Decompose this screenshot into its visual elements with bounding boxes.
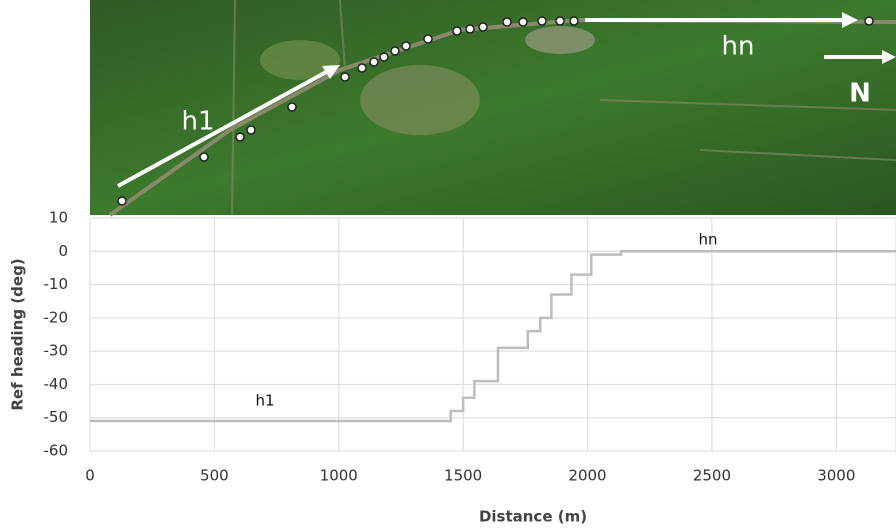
x-axis-label: Distance (m) xyxy=(479,508,587,526)
figure: h1 hn N -60 -50 -40 -30 -20 -10 0 10 0 500 1000 150… xyxy=(0,0,896,529)
x-tick-label: 0 xyxy=(85,467,95,485)
y-tick-label: -40 xyxy=(44,375,69,393)
y-tick-label: -60 xyxy=(44,442,69,460)
annotation: h1 xyxy=(255,392,274,410)
y-tick-label: -50 xyxy=(44,408,69,426)
y-tick-label: 0 xyxy=(58,242,68,260)
map-label: hn xyxy=(722,32,755,62)
map-label: h1 xyxy=(181,107,214,137)
x-tick-label: 2500 xyxy=(693,467,731,485)
chart: -60 -50 -40 -30 -20 -10 0 10 0 500 1000 1500 2000 250… xyxy=(9,209,896,526)
y-axis-label: Ref heading (deg) xyxy=(9,258,27,410)
x-tick-label: 500 xyxy=(200,467,229,485)
y-tick-label: 10 xyxy=(49,209,68,227)
plot-area xyxy=(90,218,896,451)
x-tick-label: 1500 xyxy=(444,467,482,485)
satellite-map: h1 hn N xyxy=(90,0,896,215)
y-tick-label: -10 xyxy=(44,275,69,293)
y-tick-label: -30 xyxy=(44,342,69,360)
y-tick-label: -20 xyxy=(44,308,69,326)
annotation: hn xyxy=(698,231,717,249)
x-tick-label: 2000 xyxy=(568,467,606,485)
clearing xyxy=(525,26,595,54)
clearing xyxy=(360,65,480,135)
map-label: N xyxy=(849,79,871,109)
x-tick-label: 1000 xyxy=(320,467,358,485)
x-tick-label: 3000 xyxy=(817,467,855,485)
